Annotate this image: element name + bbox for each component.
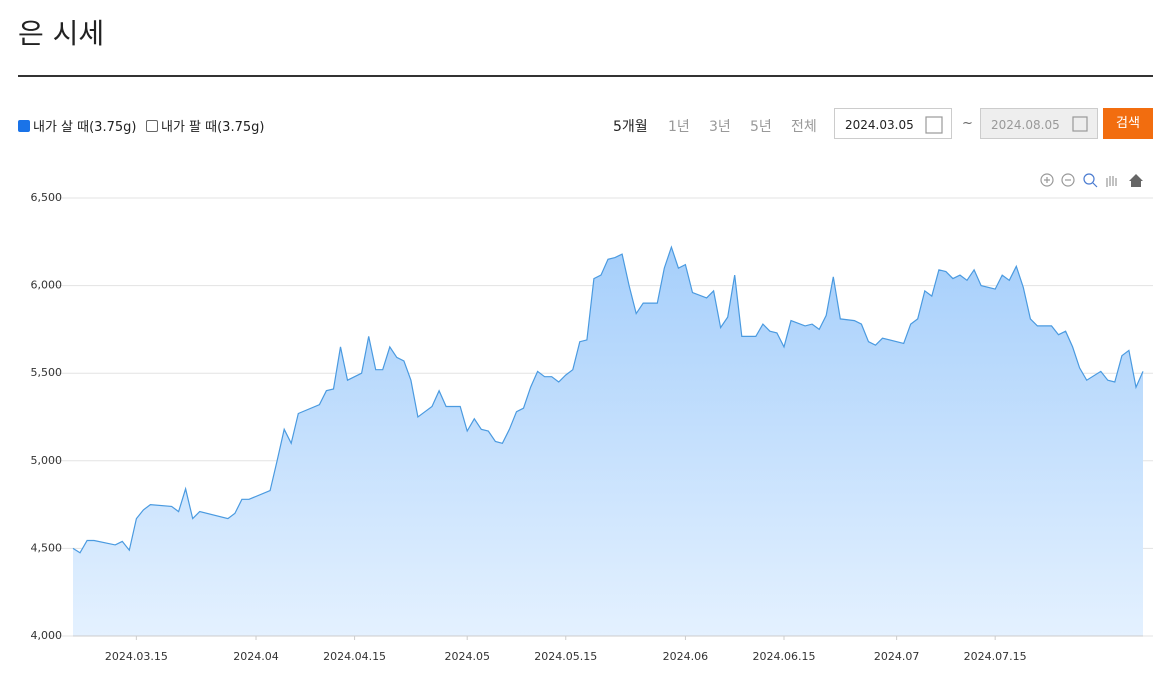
period-button[interactable]: 3년: [709, 119, 731, 135]
y-tick-label: 4,500: [31, 541, 63, 554]
date-text: 2024.03.05: [845, 118, 914, 132]
period-button[interactable]: 전체: [791, 119, 817, 135]
checkbox-label: 내가 팔 때(3.75g): [161, 120, 265, 135]
x-tick-label: 2024.06.15: [752, 650, 815, 663]
zoom-select[interactable]: [1083, 173, 1095, 185]
start-date-input[interactable]: 2024.03.05: [834, 108, 952, 139]
x-tick-label: 2024.04: [233, 650, 279, 663]
calendar-icon[interactable]: [1072, 116, 1088, 132]
calendar-icon[interactable]: [925, 116, 943, 134]
pan[interactable]: [1106, 176, 1117, 187]
reset-home[interactable]: [1129, 174, 1143, 187]
date-text: 2024.08.05: [991, 118, 1060, 132]
y-tick-label: 6,000: [31, 279, 63, 292]
x-tick-label: 2024.05.15: [534, 650, 597, 663]
zoom-out[interactable]: [1061, 173, 1075, 187]
x-tick-label: 2024.07.15: [964, 650, 1027, 663]
sell-checkbox[interactable]: 내가 팔 때(3.75g): [146, 116, 264, 135]
page-title: 은 시세: [18, 17, 105, 50]
line: [72, 245, 1144, 554]
separator: ~: [962, 116, 973, 131]
x-tick-label: 2024.06: [663, 650, 709, 663]
x-tick-label: 2024.04.15: [323, 650, 386, 663]
checkbox-label: 내가 살 때(3.75g): [33, 120, 137, 135]
x-tick-label: 2024.07: [874, 650, 920, 663]
x-tick-label: 2024.03.15: [105, 650, 168, 663]
end-date-input[interactable]: 2024.08.05: [980, 108, 1098, 139]
x-tick-label: 2024.05: [444, 650, 490, 663]
checkbox-checked[interactable]: [18, 119, 30, 132]
zoom-in[interactable]: [1040, 173, 1054, 187]
y-tick-label: 4,000: [31, 629, 63, 642]
y-tick-label: 5,500: [31, 366, 63, 379]
area: [73, 247, 1143, 636]
period-button[interactable]: 5년: [750, 119, 772, 135]
search-button[interactable]: 검색: [1103, 108, 1153, 139]
checkbox[interactable]: [146, 119, 158, 132]
buy-checkbox[interactable]: 내가 살 때(3.75g): [18, 116, 136, 135]
y-tick-label: 6,500: [31, 191, 63, 204]
toolbar: [925, 116, 1143, 188]
period-button[interactable]: 5개월: [613, 119, 648, 135]
divider: [18, 75, 1153, 77]
period-button[interactable]: 1년: [668, 119, 690, 135]
y-tick-label: 5,000: [31, 454, 63, 467]
